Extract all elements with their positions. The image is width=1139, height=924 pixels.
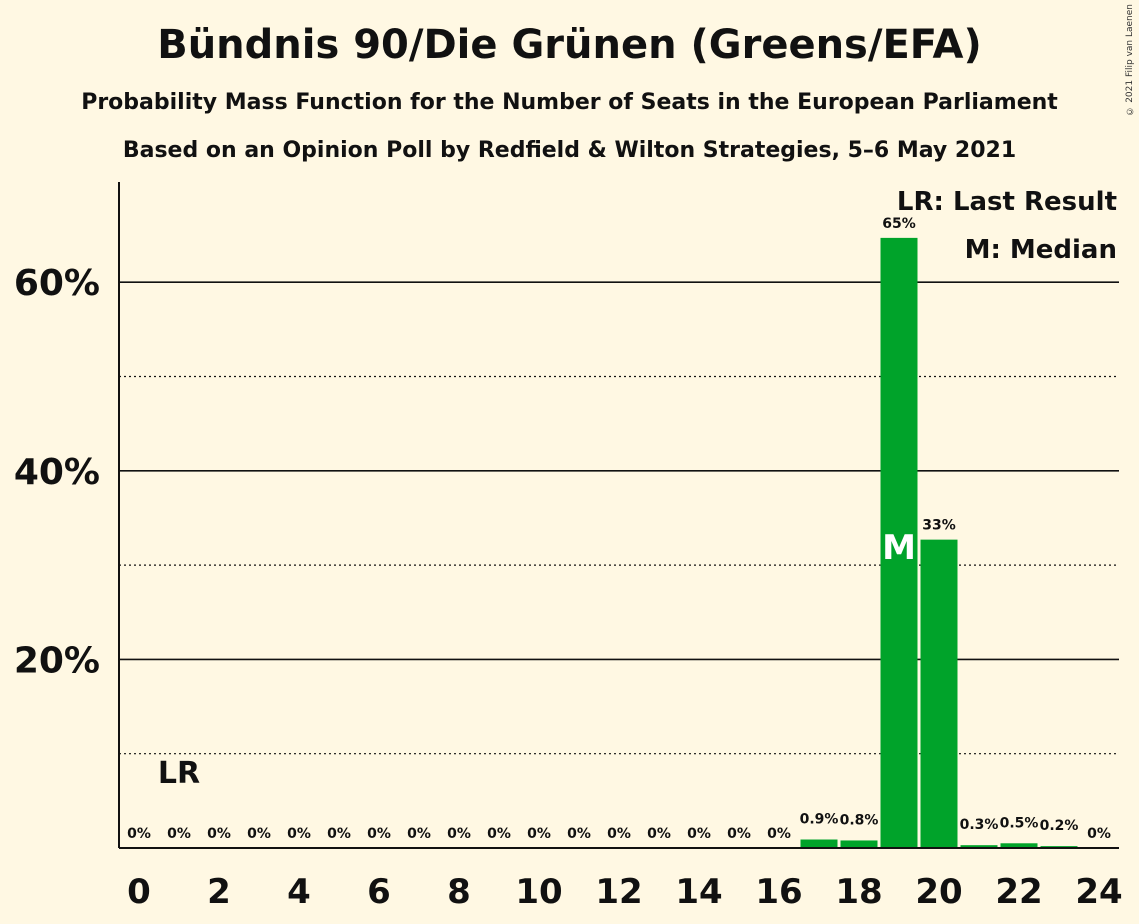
median-marker: M xyxy=(882,528,916,568)
value-label-seat-12: 0% xyxy=(607,826,631,842)
value-label-seat-5: 0% xyxy=(327,826,351,842)
x-tick-label: 10 xyxy=(515,872,562,912)
x-tick-label: 16 xyxy=(755,872,802,912)
legend-median: M: Median xyxy=(965,235,1117,265)
value-label-seat-19: 65% xyxy=(882,216,916,232)
bars-group xyxy=(800,237,1078,848)
value-label-seat-0: 0% xyxy=(127,826,151,842)
x-tick-label: 4 xyxy=(287,872,311,912)
value-label-seat-2: 0% xyxy=(207,826,231,842)
x-tick-label: 0 xyxy=(127,872,151,912)
y-tick-label: 40% xyxy=(14,452,100,493)
value-label-seat-17: 0.9% xyxy=(800,812,839,828)
value-label-seat-13: 0% xyxy=(647,826,671,842)
x-tick-label: 22 xyxy=(995,872,1042,912)
bar-seat-18 xyxy=(840,840,878,848)
last-result-marker: LR xyxy=(158,756,200,791)
x-tick-label: 2 xyxy=(207,872,231,912)
x-tick-label: 18 xyxy=(835,872,882,912)
value-label-seat-15: 0% xyxy=(727,826,751,842)
x-tick-label: 8 xyxy=(447,872,471,912)
bar-seat-21 xyxy=(960,845,998,848)
value-label-seat-16: 0% xyxy=(767,826,791,842)
x-tick-label: 12 xyxy=(595,872,642,912)
x-tick-label: 24 xyxy=(1075,872,1122,912)
chart-subtitle: Probability Mass Function for the Number… xyxy=(81,90,1058,115)
value-label-seat-10: 0% xyxy=(527,826,551,842)
value-label-seat-18: 0.8% xyxy=(840,812,879,828)
value-label-seat-11: 0% xyxy=(567,826,591,842)
x-tick-label: 6 xyxy=(367,872,391,912)
bar-seat-22 xyxy=(1000,843,1038,848)
y-tick-label: 20% xyxy=(14,640,100,681)
bar-seat-19 xyxy=(880,237,918,848)
value-label-seat-6: 0% xyxy=(367,826,391,842)
legend-last-result: LR: Last Result xyxy=(897,187,1117,217)
value-label-seat-20: 33% xyxy=(922,518,956,534)
value-label-seat-8: 0% xyxy=(447,826,471,842)
labels-group: 20%40%60%0% 0% 0% 0% 0% 0% 0% 0% 0% 0% 0% 0% 0% 0% 0% 0… xyxy=(14,187,1123,912)
chart-subtitle-poll: Based on an Opinion Poll by Redfield & W… xyxy=(122,138,1017,163)
value-label-seat-24: 0% xyxy=(1087,826,1111,842)
value-label-seat-4: 0% xyxy=(287,826,311,842)
value-label-seat-1: 0% xyxy=(167,826,191,842)
value-label-seat-22: 0.5% xyxy=(1000,815,1039,831)
value-label-seat-9: 0% xyxy=(487,826,511,842)
bar-seat-20 xyxy=(920,539,958,848)
value-label-seat-7: 0% xyxy=(407,826,431,842)
y-tick-label: 60% xyxy=(14,263,100,304)
value-label-seat-23: 0.2% xyxy=(1040,818,1079,834)
x-tick-label: 14 xyxy=(675,872,722,912)
bar-seat-17 xyxy=(800,839,838,848)
x-tick-label: 20 xyxy=(915,872,962,912)
axes-group xyxy=(118,182,1119,849)
value-label-seat-3: 0% xyxy=(247,826,271,842)
value-label-seat-21: 0.3% xyxy=(960,817,999,833)
grid-lines xyxy=(119,281,1119,755)
chart-title: Bündnis 90/Die Grünen (Greens/EFA) xyxy=(157,22,982,68)
value-label-seat-14: 0% xyxy=(687,826,711,842)
